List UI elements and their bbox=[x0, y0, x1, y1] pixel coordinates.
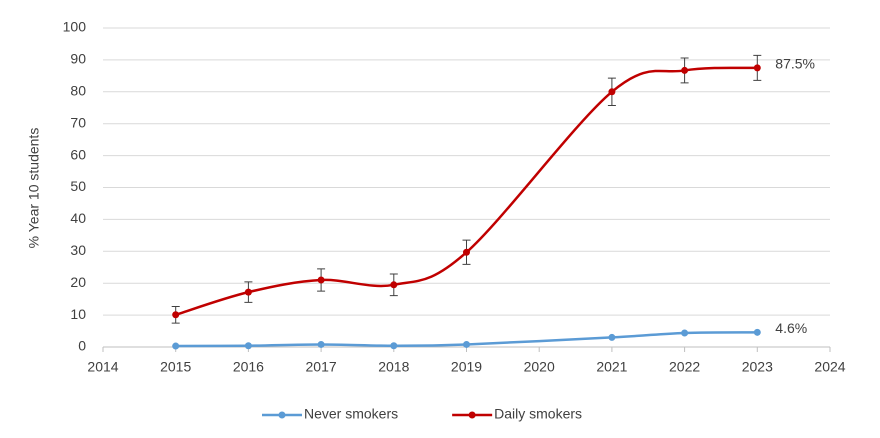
marker bbox=[608, 88, 616, 96]
legend-marker bbox=[468, 411, 476, 419]
y-tick-label: 20 bbox=[70, 274, 86, 290]
marker bbox=[244, 288, 252, 296]
x-tick-label: 2015 bbox=[160, 359, 191, 375]
marker bbox=[681, 329, 689, 337]
marker bbox=[753, 328, 761, 336]
series-line bbox=[175, 331, 758, 348]
marker bbox=[753, 64, 761, 72]
x-tick-label: 2021 bbox=[596, 359, 627, 375]
value-label: 4.6% bbox=[775, 320, 807, 336]
y-tick-label: 70 bbox=[70, 114, 86, 130]
marker bbox=[608, 333, 616, 341]
legend-marker bbox=[278, 411, 286, 419]
marker bbox=[244, 342, 252, 350]
marker bbox=[317, 276, 325, 284]
value-label: 87.5% bbox=[775, 56, 815, 72]
marker bbox=[317, 340, 325, 348]
marker bbox=[463, 340, 470, 348]
x-tick-label: 2014 bbox=[87, 359, 118, 375]
series-line bbox=[175, 66, 758, 316]
y-tick-label: 10 bbox=[70, 306, 86, 322]
marker bbox=[172, 342, 180, 350]
x-tick-label: 2018 bbox=[378, 359, 409, 375]
x-tick-label: 2019 bbox=[451, 359, 482, 375]
x-tick-label: 2016 bbox=[233, 359, 264, 375]
y-tick-label: 30 bbox=[70, 242, 86, 258]
y-tick-label: 50 bbox=[70, 178, 86, 194]
x-tick-label: 2023 bbox=[742, 359, 773, 375]
legend-label: Never smokers bbox=[304, 406, 398, 422]
y-tick-label: 0 bbox=[78, 338, 86, 354]
x-tick-label: 2022 bbox=[669, 359, 700, 375]
marker bbox=[172, 311, 180, 319]
legend-label: Daily smokers bbox=[494, 406, 582, 422]
x-tick-label: 2024 bbox=[814, 359, 845, 375]
marker bbox=[463, 248, 470, 256]
marker bbox=[390, 342, 398, 350]
y-tick-label: 80 bbox=[70, 83, 86, 99]
marker bbox=[681, 66, 689, 74]
y-tick-label: 40 bbox=[70, 210, 86, 226]
y-axis-label: % Year 10 students bbox=[26, 128, 42, 249]
y-tick-label: 90 bbox=[70, 51, 86, 67]
y-tick-label: 60 bbox=[70, 146, 86, 162]
marker bbox=[390, 281, 398, 289]
x-tick-label: 2020 bbox=[524, 359, 555, 375]
y-tick-label: 100 bbox=[63, 19, 87, 35]
x-tick-label: 2017 bbox=[306, 359, 337, 375]
